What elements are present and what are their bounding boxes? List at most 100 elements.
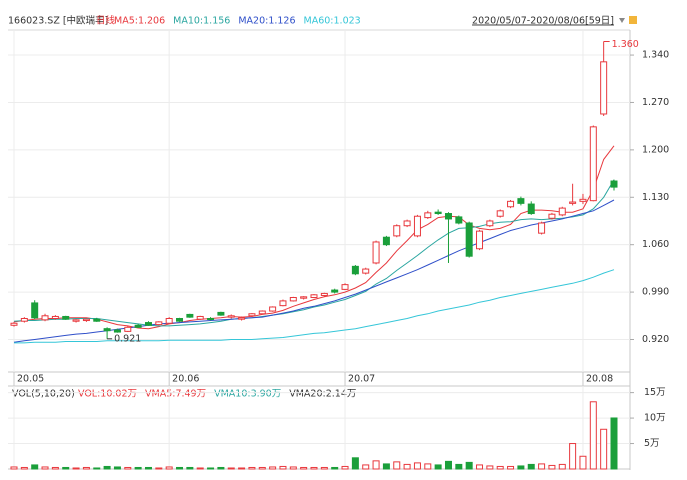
volume-bar xyxy=(455,463,463,470)
volume-bar xyxy=(589,401,597,470)
candle-body xyxy=(424,212,432,219)
volume-bar xyxy=(444,460,452,470)
volume-bar xyxy=(610,417,618,470)
volume-bar xyxy=(600,428,608,470)
candle-body xyxy=(600,61,608,115)
candle-body xyxy=(320,292,328,296)
vol-title: VOL(5,10,20) xyxy=(12,389,75,400)
volume-bar xyxy=(289,466,297,470)
candle-body xyxy=(569,201,577,204)
y-tick-label: 1.270 xyxy=(642,97,669,108)
volume-bar xyxy=(186,466,194,470)
candle-body xyxy=(113,329,121,333)
volume-bar xyxy=(51,466,59,470)
volume-bar xyxy=(569,443,577,470)
candle-body xyxy=(351,265,359,275)
vol-stat: VMA20:2.14万 xyxy=(289,389,356,400)
candle-body xyxy=(444,213,452,220)
candle-body xyxy=(538,222,546,234)
legend-entry: MA60:1.023 xyxy=(304,16,361,27)
y-tick-label: 0.990 xyxy=(642,287,669,298)
ma-line xyxy=(13,179,615,327)
volume-bar xyxy=(113,466,121,470)
volume-bar xyxy=(538,463,546,470)
candle-body xyxy=(227,315,235,318)
volume-bar xyxy=(165,466,173,470)
candle-body xyxy=(62,315,70,320)
candle-body xyxy=(82,318,90,322)
candle-body xyxy=(217,311,225,316)
volume-bar xyxy=(31,464,39,470)
candle-body xyxy=(186,313,194,318)
date-range[interactable]: 2020/05/07-2020/08/06[59日] xyxy=(472,16,614,27)
volume-bar xyxy=(41,466,49,470)
candle-body xyxy=(393,225,401,237)
volume-bar xyxy=(476,464,484,470)
volume-bar xyxy=(372,460,380,470)
volume-bar xyxy=(548,464,556,470)
legend-entry: MA20:1.126 xyxy=(238,16,295,27)
candle-body xyxy=(103,328,111,332)
candle-body xyxy=(517,198,525,204)
volume-bar xyxy=(72,467,80,470)
candle-body xyxy=(10,322,18,326)
volume-bar xyxy=(82,466,90,470)
volume-bar xyxy=(465,461,473,470)
volume-bar xyxy=(144,466,152,470)
period: 日线 xyxy=(96,15,116,27)
candle-body xyxy=(300,296,308,299)
candle-body xyxy=(465,222,473,257)
volume-bar xyxy=(382,463,390,470)
candle-body xyxy=(589,126,597,202)
candle-body xyxy=(507,200,515,208)
candle-body xyxy=(207,317,215,320)
volume-bar xyxy=(20,466,28,470)
volume-bar xyxy=(517,465,525,470)
volume-bar xyxy=(124,466,132,470)
candle-body xyxy=(341,284,349,290)
volume-bar xyxy=(248,466,256,470)
candle-body xyxy=(362,268,370,274)
volume-bar xyxy=(393,461,401,470)
volume-bar xyxy=(507,465,515,470)
candle-body xyxy=(279,300,287,307)
candle-body xyxy=(403,220,411,227)
candle-body xyxy=(134,324,142,328)
volume-bar xyxy=(310,466,318,470)
vol-stat: VMA5:7.49万 xyxy=(145,389,206,400)
candle-body xyxy=(176,317,184,322)
y-tick-label: 0.920 xyxy=(642,334,669,345)
ma-line xyxy=(14,269,615,344)
volume-bar xyxy=(579,455,587,470)
volume-bar xyxy=(238,467,246,470)
candle-body xyxy=(310,294,318,299)
candle-body xyxy=(413,215,421,237)
candle-body xyxy=(558,207,566,216)
candle-body xyxy=(41,315,49,321)
candle-body xyxy=(258,310,266,315)
dropdown-icon[interactable] xyxy=(619,18,625,23)
volume-bar xyxy=(269,466,277,470)
settings-icon[interactable] xyxy=(629,16,637,24)
volume-bar xyxy=(155,467,163,470)
candle-body xyxy=(331,289,339,293)
y-tick-label: 10万 xyxy=(644,413,666,424)
volume-bar xyxy=(196,467,204,470)
y-tick-label: 1.340 xyxy=(642,50,669,61)
volume-bar xyxy=(227,467,235,470)
symbol: 166023.SZ [中欧瑞丰] xyxy=(8,15,108,27)
candle-body xyxy=(165,317,173,324)
x-tick-label: 20.08 xyxy=(586,374,613,385)
volume-bar xyxy=(217,466,225,470)
volume-bar xyxy=(320,466,328,470)
candle-body xyxy=(144,322,152,326)
candle-body xyxy=(124,326,132,332)
candle-body xyxy=(486,220,494,227)
legend-entry: MA5:1.206 xyxy=(114,16,165,27)
candle-body xyxy=(20,317,28,322)
volume-bar xyxy=(424,463,432,470)
min-label: 0.921 xyxy=(114,333,141,344)
candle-body xyxy=(289,297,297,302)
